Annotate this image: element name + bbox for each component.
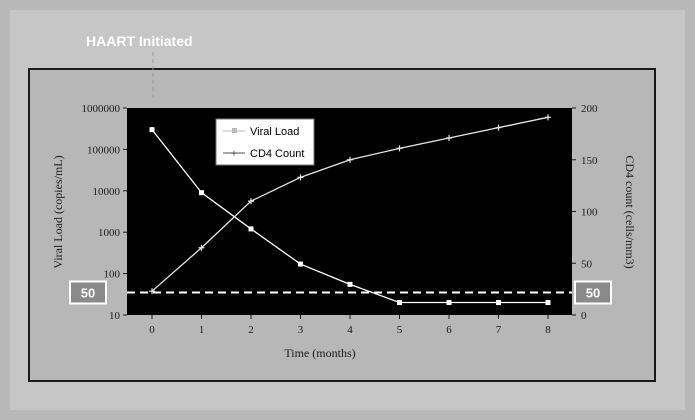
x-tick-label: 7 — [496, 324, 502, 336]
y-right-tick-label: 100 — [581, 207, 598, 219]
cd4-count-point — [545, 114, 551, 121]
viral-load-point — [149, 127, 155, 133]
x-tick-label: 6 — [446, 324, 452, 336]
y-right-ticks: 200 150 100 50 0 — [572, 103, 598, 322]
x-tick-label: 0 — [149, 324, 155, 336]
cd4-count-point — [495, 124, 502, 131]
cd4-count-point — [149, 288, 155, 295]
x-tick-label: 8 — [545, 324, 551, 336]
reference-badge-left: 50 — [69, 280, 107, 305]
y-left-tick-label: 10000 — [93, 186, 121, 198]
reference-badge-left-box — [69, 280, 107, 305]
cd4-count-point — [396, 145, 403, 152]
viral-load-point — [397, 300, 402, 306]
y-left-axis-label: Viral Load (copies/mL) — [51, 155, 65, 268]
haart-annotation: HAART Initiated — [86, 33, 193, 49]
viral-load-point — [446, 300, 452, 306]
y-right-tick-label: 200 — [581, 103, 598, 115]
legend-cd4-marker: + — [231, 148, 237, 160]
viral-load-point — [248, 226, 254, 232]
legend-cd4-label: CD4 Count — [250, 148, 304, 160]
viral-load-point — [545, 300, 551, 306]
cd4-count-point — [347, 156, 353, 163]
x-tick-label: 1 — [199, 324, 205, 336]
reference-badge-left-label: 50 — [81, 285, 95, 300]
y-right-tick-label: 0 — [581, 310, 587, 322]
cd4-count-point — [446, 135, 452, 142]
x-ticks: 0 1 2 3 4 5 6 7 8 — [149, 315, 551, 336]
reference-badge-right-label: 50 — [586, 285, 600, 300]
y-left-tick-label: 1000000 — [82, 103, 121, 115]
legend: Viral Load + CD4 Count — [215, 118, 315, 166]
x-tick-label: 3 — [298, 324, 304, 336]
x-tick-label: 2 — [248, 324, 254, 336]
y-left-tick-label: 100 — [104, 269, 121, 281]
y-left-tick-label: 1000 — [98, 227, 121, 239]
viral-load-point — [298, 261, 303, 267]
reference-badge-right: 50 — [574, 280, 612, 305]
y-left-tick-label: 10 — [109, 310, 121, 322]
reference-badge-right-box — [574, 280, 612, 305]
cd4-count-point — [248, 198, 254, 205]
x-tick-label: 4 — [347, 324, 353, 336]
legend-viral-label: Viral Load — [250, 126, 299, 138]
legend-box — [215, 118, 315, 166]
y-right-tick-label: 150 — [581, 155, 598, 167]
cd4-count-point — [297, 174, 304, 181]
y-right-tick-label: 50 — [581, 258, 593, 270]
series-layer — [149, 114, 551, 306]
plot-area — [127, 108, 572, 315]
viral-load-point — [347, 281, 353, 287]
y-right-axis-label: CD4 count (cells/mm3) — [623, 155, 637, 268]
y-left-tick-label: 100000 — [87, 144, 121, 156]
x-axis-label: Time (months) — [284, 346, 355, 360]
viral-load-point — [496, 300, 501, 306]
viral-load-point — [199, 190, 204, 196]
x-tick-label: 5 — [397, 324, 403, 336]
y-left-ticks: 1000000 100000 10000 1000 100 10 — [82, 103, 127, 322]
legend-viral-marker — [232, 128, 237, 133]
cd4-count-point — [198, 244, 205, 251]
